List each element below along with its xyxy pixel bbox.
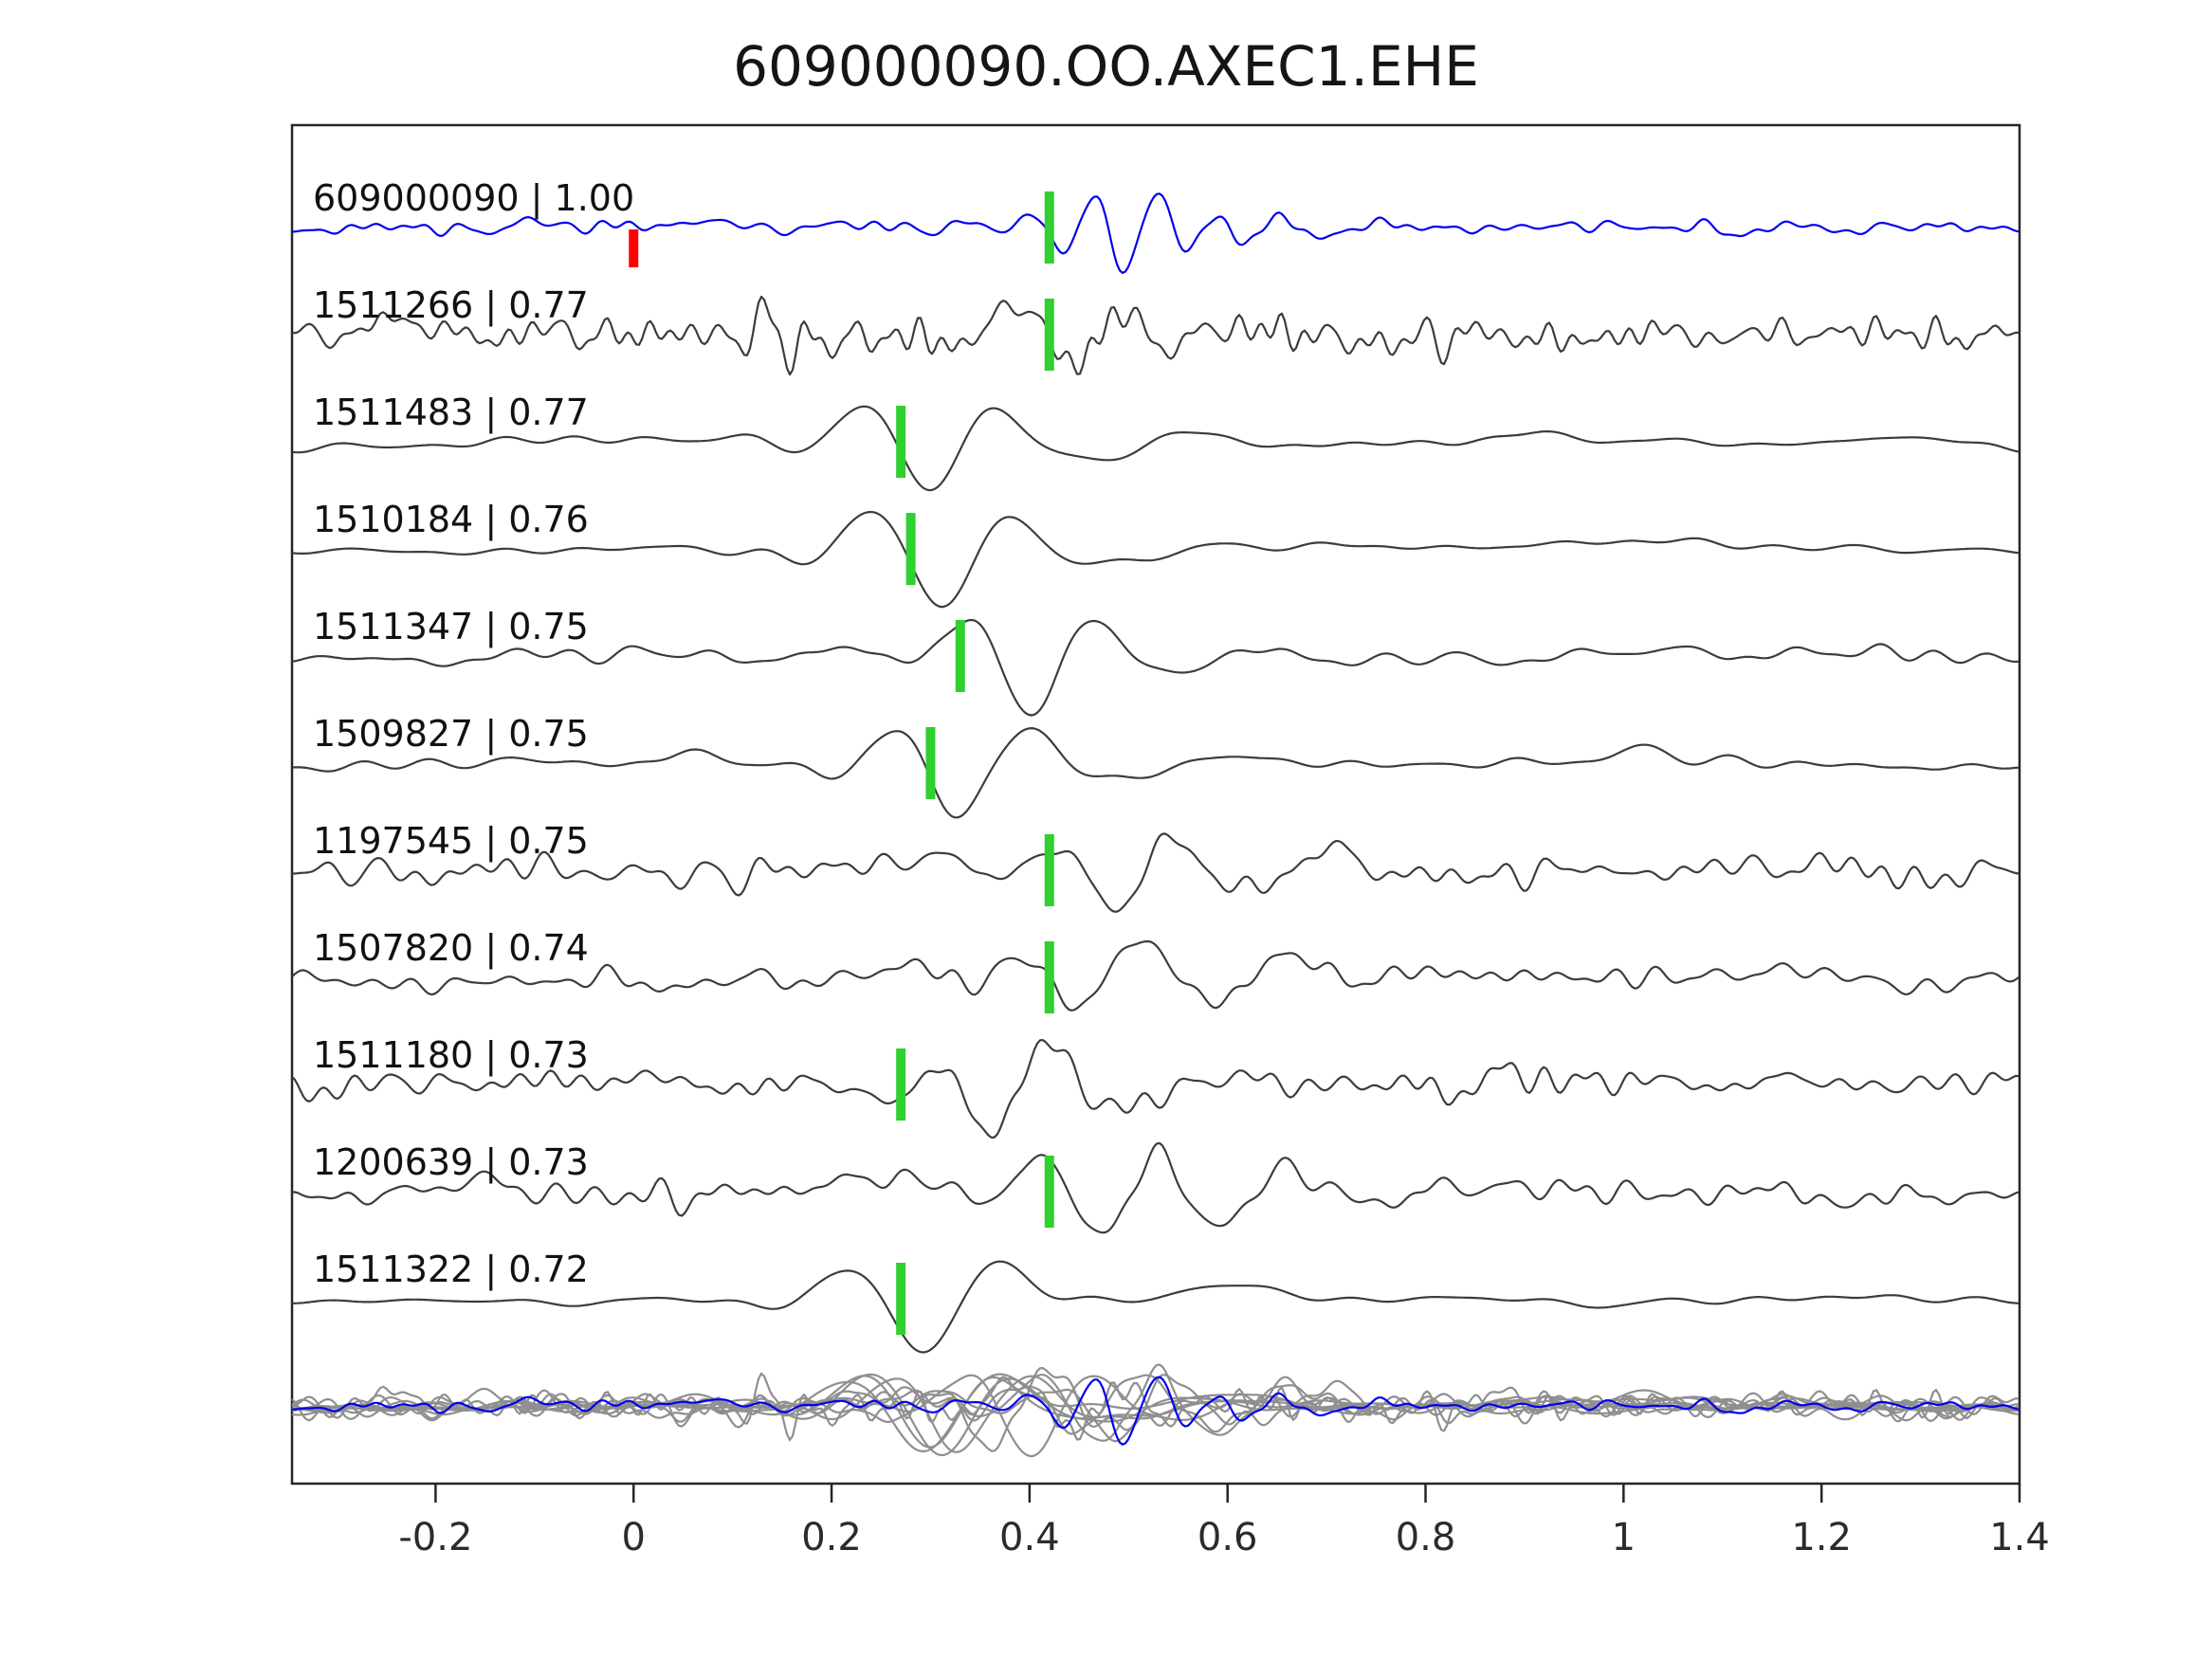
page-title: 609000090.OO.AXEC1.EHE <box>733 34 1479 99</box>
waveform-trace-1197545 <box>292 832 2020 913</box>
trace-label-detection: 1200639 | 0.73 <box>313 1141 589 1183</box>
x-tick-label: 0 <box>621 1516 645 1559</box>
waveform-trace-1511483 <box>291 405 2020 492</box>
trace-label-detection: 1511266 | 0.77 <box>313 284 589 326</box>
x-tick-label: 1.4 <box>1989 1516 2050 1559</box>
trace-label-detection: 1511483 | 0.77 <box>313 392 589 433</box>
x-tick-label: 0.6 <box>1197 1516 1258 1559</box>
waveform-trace-1511266 <box>291 295 2019 376</box>
x-tick-label: 1.2 <box>1791 1516 1852 1559</box>
trace-label-detection: 1511322 | 0.72 <box>313 1249 589 1290</box>
trace-label-detection: 1197545 | 0.75 <box>313 820 589 862</box>
waveform-trace-1509827 <box>291 727 2020 819</box>
waveform-trace-1510184 <box>291 511 2020 609</box>
x-tick-label: 0.2 <box>801 1516 862 1559</box>
overlay-trace-1511180 <box>291 1366 2020 1452</box>
plot-frame <box>290 123 2021 1486</box>
overlay-trace-template <box>291 1376 2020 1446</box>
trace-label-detection: 1511180 | 0.73 <box>313 1034 589 1076</box>
x-tick-label: 0.4 <box>999 1516 1060 1559</box>
trace-label-template: 609000090 | 1.00 <box>313 177 635 219</box>
waveform-trace-1511347 <box>291 618 2020 717</box>
trace-label-detection: 1510184 | 0.76 <box>313 499 589 540</box>
trace-label-detection: 1507820 | 0.74 <box>313 927 589 969</box>
overlay-trace-1511483 <box>291 1375 2020 1449</box>
x-tick-label: 1 <box>1612 1516 1636 1559</box>
waveform-trace-1511180 <box>291 1039 2020 1139</box>
waveform-trace-1200639 <box>291 1141 2020 1234</box>
overlay-trace-1200639 <box>291 1363 2020 1442</box>
trace-label-detection: 1511347 | 0.75 <box>313 606 589 647</box>
waveform-trace-609000090 <box>291 192 2020 274</box>
x-tick-label: 0.8 <box>1396 1516 1456 1559</box>
waveform-trace-1511322 <box>292 1260 2020 1354</box>
trace-label-detection: 1509827 | 0.75 <box>313 713 589 755</box>
waveform-trace-1507820 <box>291 939 2020 1012</box>
x-tick-label: -0.2 <box>398 1516 472 1559</box>
overlay-trace-1509827 <box>291 1375 2020 1453</box>
overlay-trace-1511322 <box>292 1373 2020 1453</box>
overlay-trace-1511266 <box>291 1372 2019 1442</box>
